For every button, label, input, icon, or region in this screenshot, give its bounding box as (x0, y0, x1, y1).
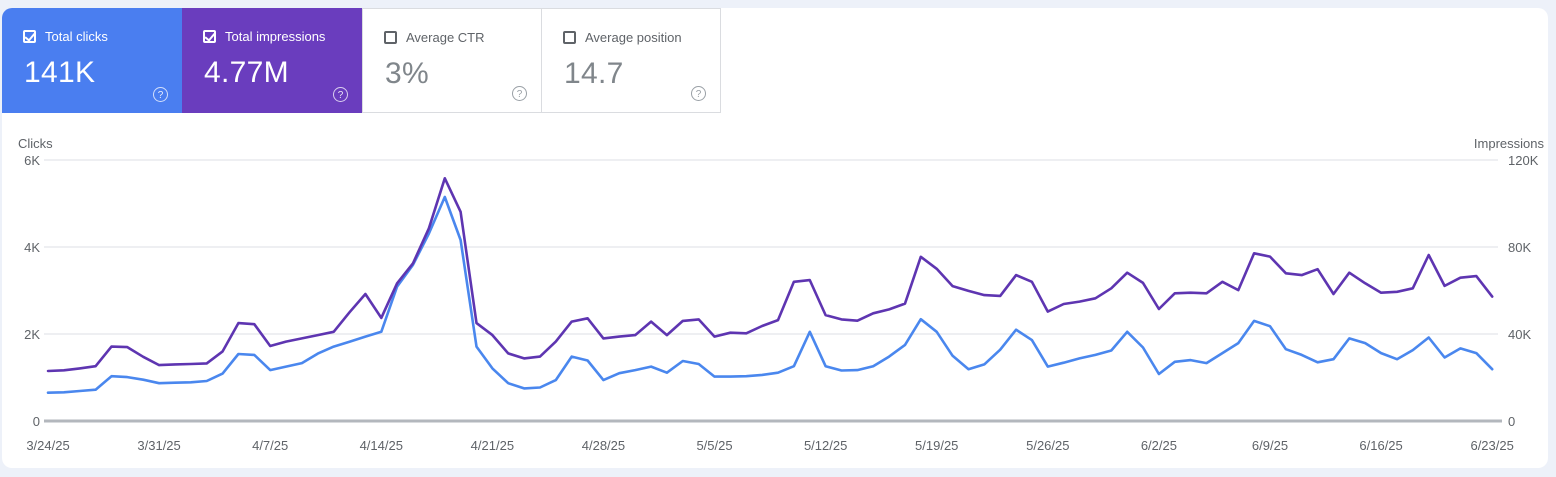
x-axis-tick: 5/12/25 (804, 438, 847, 453)
x-axis-tick: 6/16/25 (1359, 438, 1402, 453)
right-axis-tick: 40K (1508, 327, 1531, 342)
x-axis-tick: 6/23/25 (1470, 438, 1513, 453)
metric-value: 14.7 (564, 57, 624, 90)
metric-label: Total clicks (45, 29, 108, 44)
x-axis-tick: 4/14/25 (360, 438, 403, 453)
left-axis-tick: 2K (24, 327, 40, 342)
metric-label: Total impressions (225, 29, 326, 44)
right-axis-tick: 80K (1508, 240, 1531, 255)
metric-label: Average position (585, 30, 682, 45)
help-icon[interactable]: ? (153, 87, 168, 102)
checkbox-total-impressions[interactable] (203, 30, 216, 43)
metric-value: 4.77M (204, 56, 289, 89)
help-icon[interactable]: ? (691, 86, 706, 101)
performance-panel: Total clicks 141K ? Total impressions 4.… (2, 8, 1548, 468)
x-axis-tick: 5/19/25 (915, 438, 958, 453)
metric-value: 141K (24, 56, 96, 89)
x-axis-tick: 4/28/25 (582, 438, 625, 453)
checkbox-average-ctr[interactable] (384, 31, 397, 44)
x-axis-tick: 3/31/25 (137, 438, 180, 453)
x-axis-tick: 3/24/25 (26, 438, 69, 453)
right-axis-title: Impressions (1474, 136, 1545, 151)
metric-cards-row: Total clicks 141K ? Total impressions 4.… (2, 8, 721, 113)
checkbox-average-position[interactable] (563, 31, 576, 44)
performance-chart[interactable]: 6K 120K 4K 80K 2K 40K 0 0 Clicks Impressions 3/24/… (2, 130, 1548, 465)
metric-card-average-position[interactable]: Average position 14.7 ? (541, 8, 721, 113)
metric-label: Average CTR (406, 30, 485, 45)
metric-card-total-impressions[interactable]: Total impressions 4.77M ? (182, 8, 362, 113)
metric-card-total-clicks[interactable]: Total clicks 141K ? (2, 8, 182, 113)
help-icon[interactable]: ? (333, 87, 348, 102)
metric-value: 3% (385, 57, 429, 90)
metric-card-average-ctr[interactable]: Average CTR 3% ? (362, 8, 542, 113)
right-axis-tick: 120K (1508, 153, 1539, 168)
total-impressions-line (46, 176, 1494, 373)
x-axis-tick: 6/9/25 (1252, 438, 1288, 453)
x-axis-tick: 6/2/25 (1141, 438, 1177, 453)
help-icon[interactable]: ? (512, 86, 527, 101)
x-axis-tick: 4/7/25 (252, 438, 288, 453)
left-axis-tick: 6K (24, 153, 40, 168)
left-axis-tick: 4K (24, 240, 40, 255)
left-axis-title: Clicks (18, 136, 53, 151)
right-axis-tick: 0 (1508, 414, 1515, 429)
checkbox-total-clicks[interactable] (23, 30, 36, 43)
x-axis-tick: 4/21/25 (471, 438, 514, 453)
left-axis-tick: 0 (33, 414, 40, 429)
x-axis-tick: 5/26/25 (1026, 438, 1069, 453)
total-clicks-line (46, 195, 1494, 395)
chart-canvas[interactable]: 6K 120K 4K 80K 2K 40K 0 0 Clicks Impressions 3/24/… (2, 130, 1548, 465)
x-axis-tick: 5/5/25 (696, 438, 732, 453)
